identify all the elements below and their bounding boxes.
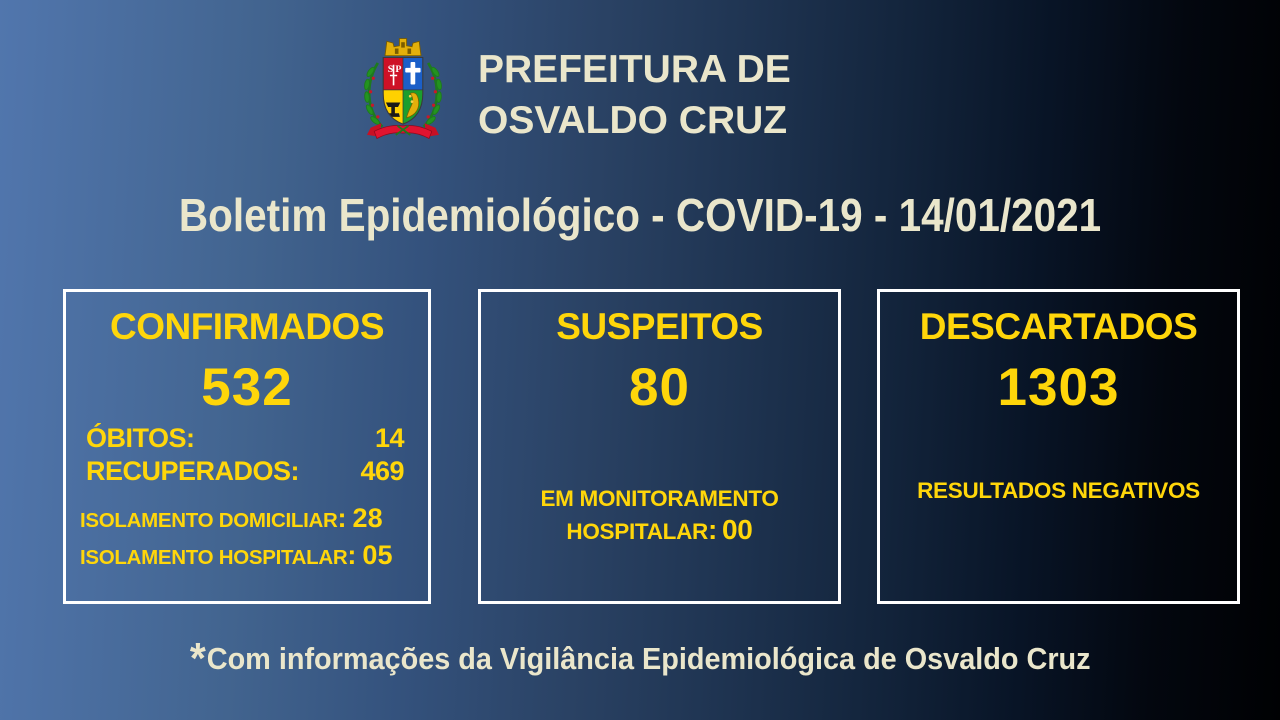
card-descartados-value: 1303	[997, 358, 1120, 417]
mural-crown	[384, 38, 422, 57]
stat-value: 28	[352, 503, 383, 533]
asterisk: *	[189, 634, 206, 683]
laurel-branch-right	[422, 62, 442, 128]
stat-label: ISOLAMENTO HOSPITALAR	[80, 546, 348, 569]
org-name-line2: OSVALDO CRUZ	[478, 99, 788, 142]
stat-label: HOSPITALAR	[566, 519, 708, 544]
cornucopia	[406, 92, 420, 119]
city-coat-of-arms-icon: S P	[364, 38, 442, 140]
card-suspeitos: SUSPEITOS 80 EM MONITORAMENTO HOSPITALAR…	[478, 289, 841, 604]
stat-value: 14	[374, 423, 405, 453]
colon: :	[347, 540, 357, 570]
card-suspeitos-value: 80	[629, 358, 690, 417]
stat-row-recuperados: RECUPERADOS: 469	[86, 455, 404, 488]
laurel-branch-left	[364, 62, 384, 128]
card-descartados: DESCARTADOS 1303 RESULTADOS NEGATIVOS	[877, 289, 1240, 604]
source-note-text: Com informações da Vigilância Epidemioló…	[206, 641, 1091, 676]
card-descartados-title: DESCARTADOS	[919, 306, 1198, 347]
colon: :	[708, 514, 718, 545]
stat-label: RECUPERADOS:	[86, 456, 300, 486]
stat-value: 469	[360, 456, 404, 486]
card-confirmados: CONFIRMADOS 532 ÓBITOS: 14 RECUPERADOS: …	[63, 289, 431, 604]
sword	[389, 64, 398, 86]
org-name-line1: PREFEITURA DE	[478, 48, 791, 91]
monitoring-note-line1: EM MONITORAMENTO	[540, 486, 779, 511]
monitoring-note-line2: HOSPITALAR: 00	[481, 514, 838, 548]
anvil	[385, 102, 401, 117]
stat-value: 00	[722, 514, 753, 545]
stat-label: ISOLAMENTO DOMICILIAR	[80, 509, 338, 532]
card-confirmados-value: 532	[201, 358, 293, 417]
stat-label: ÓBITOS:	[86, 423, 195, 453]
stat-row-obitos: ÓBITOS: 14	[86, 422, 405, 455]
org-name: PREFEITURA DE OSVALDO CRUZ	[478, 44, 791, 146]
card-confirmados-title: CONFIRMADOS	[109, 306, 385, 347]
stat-row-isolamento-domiciliar: ISOLAMENTO DOMICILIAR: 28	[80, 501, 428, 538]
monogram-p: P	[395, 64, 401, 75]
page-title-text: Boletim Epidemiológico - COVID-19 - 14/0…	[178, 189, 1102, 241]
stat-row-isolamento-hospitalar: ISOLAMENTO HOSPITALAR: 05	[80, 538, 428, 575]
negative-results-note: RESULTADOS NEGATIVOS	[917, 478, 1200, 503]
colon: :	[337, 503, 347, 533]
card-suspeitos-title: SUSPEITOS	[556, 306, 763, 347]
monogram-s: S	[388, 64, 394, 75]
page-title: Boletim Epidemiológico - COVID-19 - 14/0…	[0, 188, 1280, 242]
cross	[405, 62, 421, 85]
source-note: *Com informações da Vigilância Epidemiol…	[0, 634, 1280, 691]
ribbon	[367, 123, 439, 140]
stat-value: 05	[362, 540, 393, 570]
